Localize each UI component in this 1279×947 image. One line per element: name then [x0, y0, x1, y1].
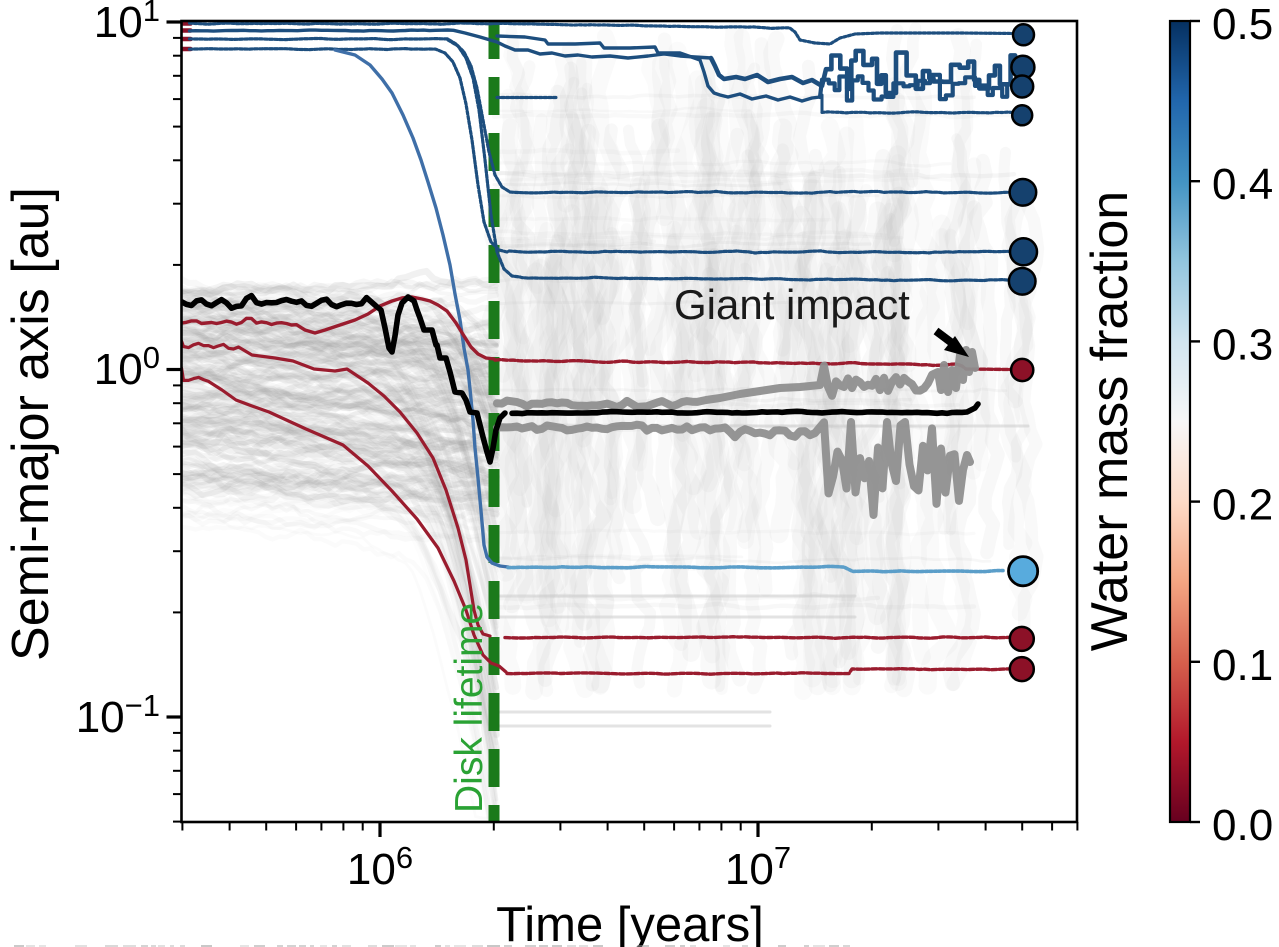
svg-text:0.0: 0.0 [1212, 801, 1273, 850]
svg-text:0.5: 0.5 [1212, 0, 1273, 49]
svg-text:Disk lifetime: Disk lifetime [448, 603, 491, 813]
svg-text:Time [years]: Time [years] [496, 898, 764, 947]
svg-text:0.1: 0.1 [1212, 641, 1273, 690]
svg-text:Water mass fraction: Water mass fraction [1081, 191, 1139, 651]
svg-text:Semi-major axis [au]: Semi-major axis [au] [2, 187, 60, 661]
svg-text:0.4: 0.4 [1212, 160, 1273, 209]
svg-text:Giant impact: Giant impact [674, 281, 910, 328]
svg-text:0.2: 0.2 [1212, 481, 1273, 530]
svg-text:10−1: 10−1 [76, 688, 160, 742]
svg-text:0.3: 0.3 [1212, 320, 1273, 369]
svg-text:100: 100 [94, 340, 160, 394]
